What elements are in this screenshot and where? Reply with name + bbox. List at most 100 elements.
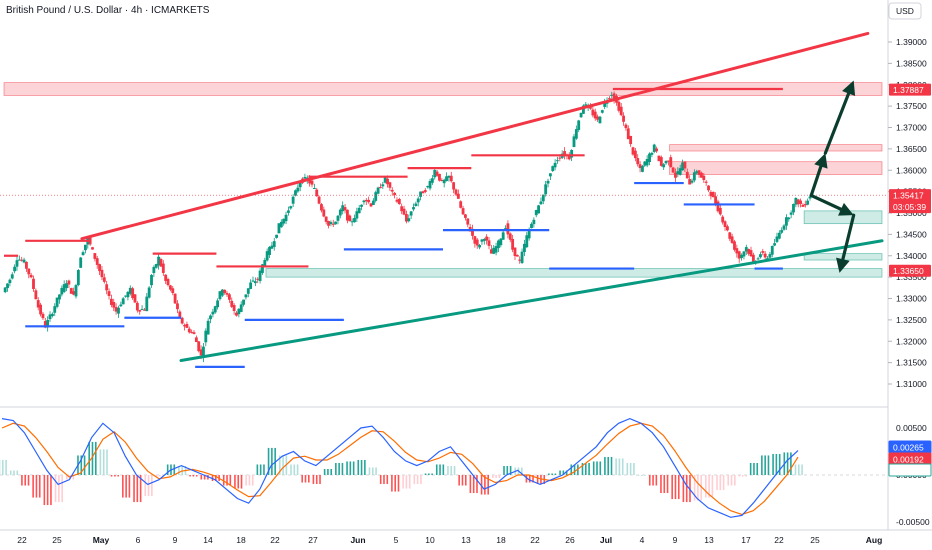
candle-body [79, 257, 83, 268]
macd-histogram-bar [125, 475, 127, 498]
macd-histogram-bar [491, 475, 494, 479]
price-tick-label: 1.32000 [896, 336, 927, 346]
price-tick-label: 1.33500 [896, 272, 927, 282]
macd-histogram-bar [58, 475, 60, 503]
candle-body [324, 216, 328, 222]
candle-body [397, 199, 401, 205]
macd-histogram-bar [458, 475, 460, 486]
candle-body [237, 308, 241, 315]
time-tick-label: 4 [640, 535, 645, 545]
macd-histogram-bar [745, 475, 747, 477]
candle-body [638, 164, 642, 169]
candle-body [666, 160, 670, 162]
macd-histogram-bar [734, 475, 736, 486]
time-tick-label: 26 [565, 535, 575, 545]
candle-body [610, 94, 614, 96]
candle-body [683, 161, 687, 169]
macd-histogram-bar [588, 462, 590, 475]
macd-histogram-bar [32, 475, 34, 498]
macd-histogram-bar [304, 475, 307, 483]
candle-body [808, 196, 812, 199]
projection-arrowhead [814, 153, 828, 169]
candle-body [114, 307, 118, 312]
candle-body [544, 184, 548, 195]
candle-body [374, 192, 378, 201]
candle-body [277, 223, 281, 234]
candle-body [596, 116, 600, 120]
candle-body [173, 293, 177, 304]
candle-body [296, 187, 300, 192]
macd-histogram-bar [293, 464, 296, 475]
candle-body [721, 216, 725, 223]
candle-body [253, 281, 257, 284]
support-zone [265, 268, 883, 278]
price-tick-label: 1.36000 [896, 165, 927, 175]
candle-body [242, 299, 245, 305]
candle-body [659, 157, 663, 166]
macd-histogram-bar [5, 459, 7, 475]
candle-body [471, 228, 474, 236]
projection-arrow [841, 213, 856, 261]
time-tick-label: 25 [52, 535, 62, 545]
candle-body [10, 274, 14, 279]
macd-histogram-bar [629, 462, 632, 475]
macd-histogram-bar [487, 475, 489, 495]
candle-body [209, 315, 212, 320]
candle-body [192, 332, 196, 335]
macd-histogram-bar [749, 462, 752, 475]
candle-body [633, 150, 637, 159]
candle-body [355, 211, 359, 219]
macd-histogram-bar [480, 475, 483, 495]
candle-body [648, 153, 651, 163]
macd-histogram-bar [192, 475, 195, 477]
candle-body [62, 284, 66, 292]
candle-body [345, 209, 349, 221]
macd-histogram-bar [641, 475, 643, 476]
candle-body [390, 189, 394, 192]
candle-body [730, 236, 734, 243]
macd-histogram-bar [648, 475, 651, 486]
macd-histogram-bar [203, 475, 206, 480]
macd-histogram-bar [222, 475, 225, 486]
candle-body [105, 284, 109, 291]
candle-body [697, 170, 701, 175]
candle-body [291, 196, 295, 204]
candle-body [593, 111, 597, 119]
time-axis[interactable]: 22 25 May 6 9 14 18 22 27 Jun 5 10 13 18 22 26 Jul 4 9 13 17… [17, 535, 882, 545]
candle-body [423, 190, 427, 192]
macd-histogram-bar [128, 475, 131, 498]
projection-arrow [809, 164, 823, 198]
candle-body [631, 147, 635, 155]
macd-histogram-bar [360, 459, 363, 475]
macd-histogram-bar [386, 475, 389, 485]
macd-histogram-bar [503, 465, 505, 475]
macd-histogram-bar [727, 475, 730, 486]
macd-histogram-bar [155, 475, 158, 477]
price-tick-label: 1.39000 [896, 37, 927, 47]
currency-label: USD [896, 6, 914, 16]
candle-body [527, 229, 531, 239]
candle-body [272, 241, 276, 247]
time-tick-label: 17 [741, 535, 751, 545]
price-tick-label: 1.37000 [896, 123, 927, 133]
candle-body [709, 191, 713, 197]
price-badge [889, 264, 931, 277]
macd-histogram-bar [416, 475, 419, 485]
candle-body [707, 185, 710, 191]
projection-arrowhead [838, 202, 854, 216]
macd-line [1, 417, 799, 518]
candle-body [718, 207, 722, 215]
candle-body [452, 182, 456, 190]
candle-body [32, 278, 35, 290]
macd-histogram-bar [408, 475, 411, 489]
candle-body [688, 179, 692, 185]
macd-histogram-bar [9, 470, 12, 475]
candle-body [204, 330, 208, 343]
macd-histogram-bar [54, 475, 57, 503]
macd-histogram-bar [136, 475, 139, 503]
macd-histogram-bar [379, 475, 382, 485]
macd-histogram-bar [327, 468, 329, 475]
currency-button[interactable] [888, 2, 922, 20]
histogram-value-badge-text: 0.00072 [893, 466, 924, 476]
